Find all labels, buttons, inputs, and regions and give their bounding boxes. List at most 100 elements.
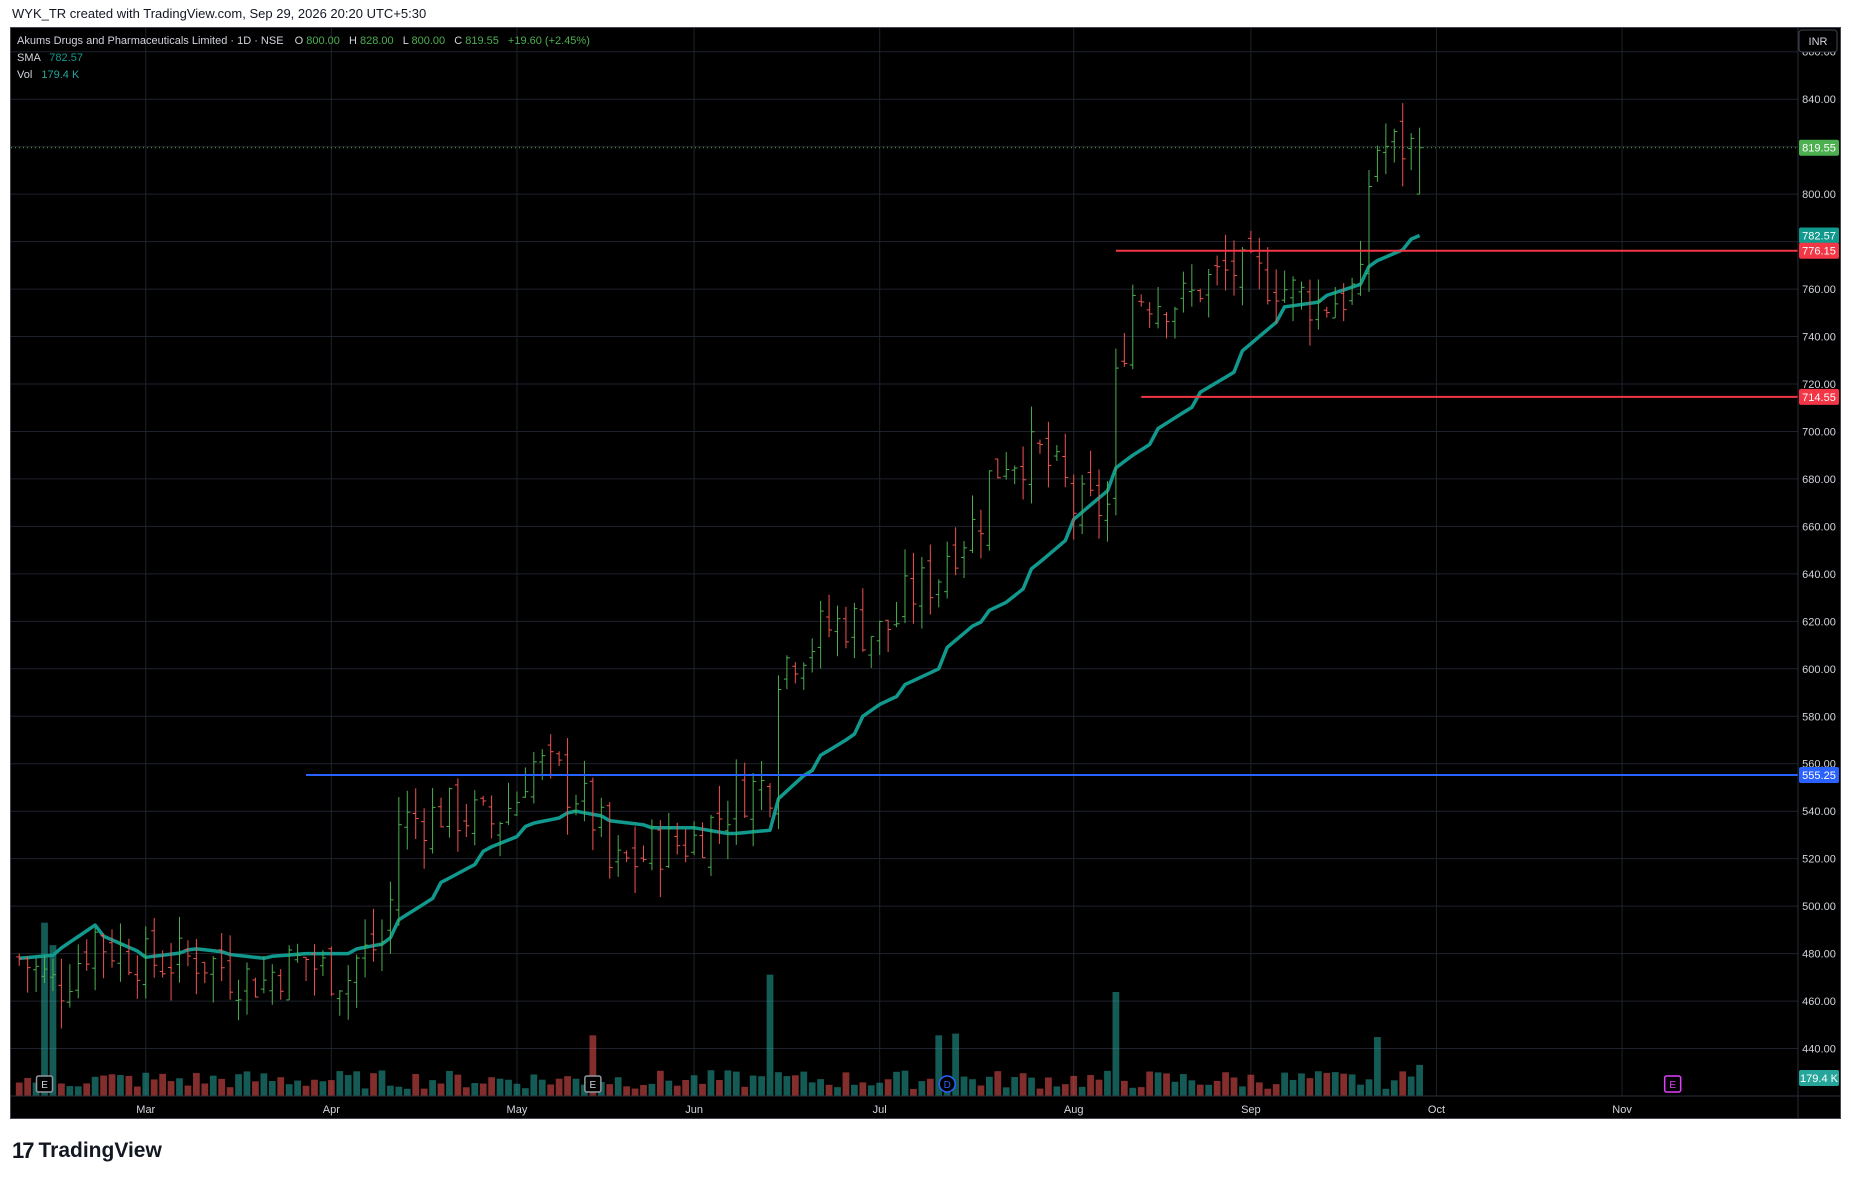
- ohlc-bar: [1087, 450, 1094, 497]
- ohlc-bar: [513, 791, 520, 816]
- ohlc-bar: [902, 549, 908, 624]
- volume-bar: [49, 945, 57, 1096]
- ohlc-bar: [1281, 270, 1288, 303]
- ohlc-bar: [488, 795, 495, 839]
- volume-bar: [1289, 1079, 1297, 1096]
- ohlc-bar: [826, 594, 833, 638]
- price-axis[interactable]: 440.00460.00480.00500.00520.00540.00560.…: [1797, 28, 1839, 1118]
- chart-canvas[interactable]: E E D E Akums Drugs and Pharmaceuticals Lim…: [11, 28, 1840, 1118]
- ohlc-bar: [1036, 439, 1043, 454]
- time-tick-label: Mar: [136, 1104, 155, 1116]
- volume-bar: [1222, 1072, 1229, 1096]
- price-tick-label: 600.00: [1802, 664, 1836, 676]
- volume-bar: [370, 1073, 377, 1096]
- volume-bar: [867, 1085, 875, 1096]
- currency-button[interactable]: INR: [1798, 29, 1838, 53]
- price-tick-label: 800.00: [1802, 189, 1836, 201]
- ohlc-bar: [1163, 311, 1170, 339]
- tradingview-logo[interactable]: 17 TradingView: [12, 1138, 162, 1164]
- volume-bar: [117, 1075, 124, 1096]
- ohlc-bar: [944, 541, 951, 599]
- time-axis[interactable]: Mar Apr May Jun Jul Aug Sep Oct Nov: [11, 1095, 1840, 1116]
- ohlc-bar: [556, 751, 563, 767]
- legend-vol-value: 179.4 K: [41, 69, 80, 81]
- time-tick-label: Sep: [1241, 1104, 1261, 1116]
- ohlc-bar: [227, 935, 234, 1000]
- volume-bar: [977, 1085, 985, 1096]
- ohlc-bar: [581, 760, 588, 822]
- volume-bar: [83, 1083, 91, 1096]
- volume-bar: [589, 1035, 597, 1096]
- ohlc-bar: [767, 783, 774, 818]
- ohlc-bar: [564, 738, 571, 835]
- volume-bar: [446, 1070, 453, 1096]
- ohlc-bar: [1062, 433, 1069, 488]
- price-label-box: [1799, 388, 1839, 405]
- volume-bar: [1331, 1072, 1339, 1096]
- volume-bar: [1045, 1077, 1052, 1096]
- ohlc-bar: [58, 958, 65, 1029]
- chart-frame[interactable]: E E D E Akums Drugs and Pharmaceuticals Lim…: [10, 27, 1841, 1119]
- ohlc-bar: [750, 772, 757, 847]
- volume-bar: [184, 1085, 192, 1096]
- sma-layer: [19, 233, 1421, 961]
- ohlc-bar: [800, 662, 807, 690]
- volume-bar: [1028, 1077, 1035, 1096]
- volume-bar: [353, 1071, 361, 1096]
- volume-bar: [252, 1081, 259, 1096]
- ohlc-bar: [159, 950, 166, 978]
- legend-vol-label: Vol: [17, 69, 32, 81]
- volume-bar: [226, 1087, 234, 1096]
- ohlc-bar: [269, 964, 276, 1005]
- volume-bar: [1163, 1073, 1170, 1096]
- ohlc-bar: [1112, 348, 1119, 516]
- volume-bar: [1390, 1080, 1398, 1096]
- earnings-past-marker[interactable]: E: [584, 1075, 602, 1093]
- time-tick-label: Nov: [1612, 1104, 1632, 1116]
- ohlc-bar: [336, 990, 343, 1016]
- volume-bar: [454, 1074, 462, 1096]
- ohlc-bar: [201, 961, 208, 984]
- ohlc-bar: [572, 794, 579, 816]
- earnings-past-marker[interactable]: E: [35, 1075, 54, 1093]
- volume-bar: [1112, 992, 1120, 1096]
- ohlc-bar: [412, 788, 419, 840]
- volume-bar: [479, 1083, 487, 1096]
- volume-bar: [133, 1086, 141, 1096]
- volume-bar: [1374, 1037, 1381, 1096]
- volume-bar: [387, 1085, 394, 1096]
- earnings-future-marker[interactable]: E: [1663, 1075, 1682, 1093]
- volume-bar: [260, 1073, 268, 1096]
- price-label-box: [1799, 767, 1839, 784]
- currency-label: INR: [1809, 36, 1828, 48]
- volume-bar: [1180, 1074, 1187, 1096]
- ohlc-bar: [868, 636, 875, 668]
- volume-bar: [766, 974, 774, 1096]
- chart-credit: WYK_TR created with TradingView.com, Sep…: [12, 6, 427, 21]
- tradingview-wordmark: TradingView: [38, 1139, 162, 1162]
- ohlc-bar: [505, 782, 512, 826]
- ohlc-bar: [1374, 145, 1381, 182]
- horizontal-levels[interactable]: [11, 147, 1798, 777]
- price-label: 819.55: [1799, 139, 1839, 156]
- ohlc-bar: [41, 954, 48, 984]
- volume-bar: [522, 1088, 529, 1096]
- ohlc-bar: [623, 850, 630, 863]
- ohlc-bar: [66, 964, 73, 1008]
- volume-bar: [488, 1077, 496, 1096]
- volume-bar: [1205, 1084, 1213, 1096]
- volume-bar: [817, 1079, 825, 1096]
- ohlc-bar: [775, 675, 782, 830]
- ohlc-bar: [691, 821, 698, 855]
- dividend-marker[interactable]: D: [938, 1075, 956, 1093]
- time-tick-label: Jul: [873, 1104, 887, 1116]
- ohlc-bar: [319, 950, 326, 976]
- volume-bar: [74, 1086, 82, 1096]
- volume-bar: [918, 1081, 926, 1096]
- ohlc-bar: [741, 762, 748, 818]
- price-label-box: [1799, 1070, 1839, 1086]
- legend-symbol: Akums Drugs and Pharmaceuticals Limited …: [17, 35, 284, 47]
- volume-bar: [1011, 1077, 1019, 1096]
- ohlc-bar: [1197, 288, 1204, 303]
